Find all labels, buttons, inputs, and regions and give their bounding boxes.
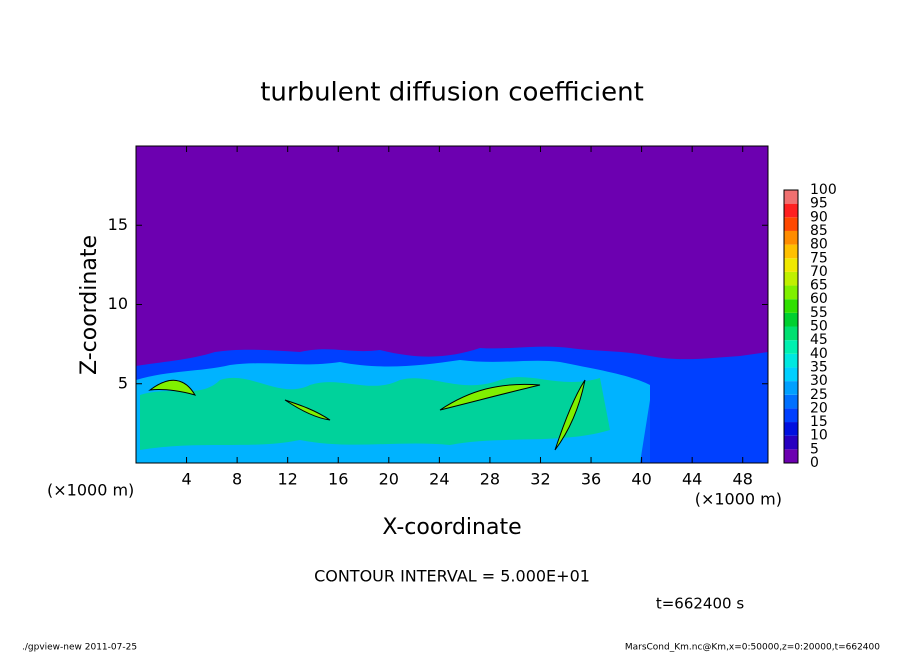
colorbar-box bbox=[784, 326, 798, 341]
y-axis-label: Z-coordinate bbox=[77, 235, 102, 375]
x-unit-label: (×1000 m) bbox=[695, 490, 782, 509]
colorbar-box bbox=[784, 367, 798, 382]
colorbar-label: 35 bbox=[810, 359, 828, 375]
colorbar-label: 70 bbox=[810, 264, 828, 280]
colorbar-label: 90 bbox=[810, 209, 828, 225]
colorbar-box bbox=[784, 299, 798, 313]
x-tick-label: 44 bbox=[682, 470, 702, 489]
colorbar-box bbox=[784, 381, 798, 395]
x-tick-label: 28 bbox=[480, 470, 500, 489]
colorbar-label: 10 bbox=[810, 428, 828, 444]
colorbar-box bbox=[784, 203, 798, 218]
x-tick-label: 20 bbox=[379, 470, 399, 489]
x-tick-label: 40 bbox=[631, 470, 651, 489]
colorbar-label: 95 bbox=[810, 196, 828, 212]
y-tick-label: 15 bbox=[108, 215, 128, 234]
colorbar-box bbox=[784, 312, 798, 327]
field bbox=[136, 346, 768, 463]
colorbar-box bbox=[784, 244, 798, 259]
colorbar-box bbox=[784, 340, 798, 354]
colorbar-box bbox=[784, 230, 798, 245]
x-tick-label: 32 bbox=[530, 470, 550, 489]
footer-right: MarsCond_Km.nc@Km,x=0:50000,z=0:20000,t=… bbox=[625, 643, 880, 653]
y-tick-label: 10 bbox=[108, 294, 128, 313]
x-unit-label: (×1000 m) bbox=[47, 481, 134, 500]
contour-interval: CONTOUR INTERVAL = 5.000E+01 bbox=[314, 567, 590, 586]
x-tick-label: 36 bbox=[581, 470, 601, 489]
x-tick-label: 24 bbox=[429, 470, 449, 489]
colorbar-label: 5 bbox=[810, 441, 819, 457]
y-tick-label: 5 bbox=[118, 373, 128, 392]
field-blob bbox=[148, 380, 197, 396]
time-label: t=662400 s bbox=[656, 595, 744, 613]
colorbar-box bbox=[784, 190, 798, 204]
field-blob bbox=[284, 399, 331, 421]
x-tick-label: 16 bbox=[328, 470, 348, 489]
colorbar-label: 15 bbox=[810, 414, 828, 430]
colorbar-box bbox=[784, 353, 798, 368]
colorbar-box bbox=[784, 422, 798, 436]
field-blob bbox=[554, 379, 586, 451]
field-region bbox=[640, 400, 768, 463]
colorbar-label: 100 bbox=[810, 182, 837, 198]
colorbar-box bbox=[784, 408, 798, 423]
x-tick-label: 8 bbox=[232, 470, 242, 489]
colorbar-frame bbox=[783, 189, 799, 464]
colorbar-box bbox=[784, 449, 798, 463]
x-tick-label: 12 bbox=[278, 470, 298, 489]
colorbar-label: 30 bbox=[810, 373, 828, 389]
colorbar-label: 75 bbox=[810, 250, 828, 266]
colorbar-label: 20 bbox=[810, 400, 828, 416]
colorbar-label: 55 bbox=[810, 305, 828, 321]
footer-left: ./gpview-new 2011-07-25 bbox=[22, 643, 137, 653]
field-blob bbox=[439, 383, 541, 411]
x-axis-label: X-coordinate bbox=[382, 515, 521, 540]
colorbar-label: 50 bbox=[810, 319, 828, 335]
colorbar-label: 40 bbox=[810, 346, 828, 362]
colorbar-label: 60 bbox=[810, 291, 828, 307]
x-tick-label: 48 bbox=[733, 470, 753, 489]
colorbar-box bbox=[784, 271, 798, 286]
x-tick-label: 4 bbox=[181, 470, 191, 489]
colorbar-label: 45 bbox=[810, 332, 828, 348]
colorbar-box bbox=[784, 394, 798, 409]
colorbar-label: 65 bbox=[810, 278, 828, 294]
colorbar-label: 80 bbox=[810, 237, 828, 253]
colorbar-label: 85 bbox=[810, 223, 828, 239]
colorbar-box bbox=[784, 217, 798, 231]
colorbar-label: 25 bbox=[810, 387, 828, 403]
field-region bbox=[140, 377, 610, 450]
colorbar-label: 0 bbox=[810, 455, 819, 471]
colorbar-box bbox=[784, 285, 798, 300]
colorbar-box bbox=[784, 435, 798, 450]
colorbar-box bbox=[784, 258, 798, 272]
chart-title: turbulent diffusion coefficient bbox=[260, 78, 644, 108]
